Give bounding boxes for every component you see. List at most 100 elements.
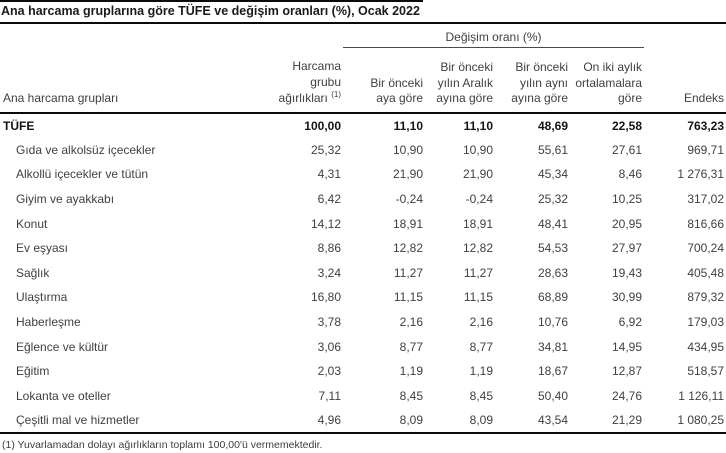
cell-vs-same-month: 43,54	[495, 408, 570, 434]
cell-weights: 7,11	[318, 388, 341, 403]
cell-vs-prev-month: 11,10	[393, 118, 423, 133]
cell-weights: 25,32	[310, 142, 341, 157]
cell-vs-prev-december: 21,90	[462, 167, 493, 182]
row-label: Sağlık	[16, 265, 50, 280]
cell-vs-prev-month: 12,82	[392, 241, 423, 256]
cell-vs-same-month: 10,76	[537, 315, 568, 330]
cell-vs-same-month: 45,34	[537, 167, 568, 182]
cell-index: 1 080,25	[644, 408, 726, 434]
cell-vs-same-month: 34,81	[537, 339, 568, 354]
cell-vs-prev-december: 1,19	[469, 364, 493, 379]
cell-vs-same-month: 48,69	[537, 118, 568, 133]
cell-vs-prev-month: 21,90	[392, 167, 423, 182]
table-row: Eğlence ve kültür 3,06 8,77 8,77 34,81 14,95 4…	[0, 334, 726, 359]
title-bar: Ana harcama gruplarına göre TÜFE ve deği…	[0, 0, 726, 24]
cell-index: 317,02	[687, 192, 725, 207]
cell-vs-prev-month: 11,15	[393, 290, 423, 305]
column-header-vs-same-month: Bir önceki yılın aynı ayına göre	[495, 47, 570, 114]
footnote: (1) Yuvarlamadan dolayı ağırlıkların top…	[2, 438, 323, 451]
cell-weights: 4,31	[317, 167, 341, 182]
cell-index: 969,71	[687, 142, 725, 157]
cell-weights: 8,86	[317, 241, 341, 256]
cell-vs-prev-december: -0,24	[465, 192, 493, 207]
table-row: TÜFE 100,00 11,10 11,10 48,69 22,58 763,23	[0, 113, 726, 138]
cell-twelve-month-avg: 24,76	[612, 388, 643, 403]
row-label: Konut	[16, 216, 48, 231]
table-row: Gıda ve alkolsüz içecekler 25,32 10,90 10,9…	[0, 138, 726, 163]
cell-weights: 6,42	[317, 192, 341, 207]
row-label: Gıda ve alkolsüz içecekler	[16, 142, 156, 157]
cell-vs-prev-month: 18,91	[392, 216, 423, 231]
cell-twelve-month-avg: 8,46	[618, 167, 643, 182]
tufe-table: Değişim oranı (%) Ana harcama grupları H…	[0, 24, 726, 434]
row-label: Alkollü içecekler ve tütün	[16, 167, 149, 182]
column-header-row: Ana harcama grupları Harcama grubu ağırlık…	[0, 47, 726, 114]
cell-weights: 100,00	[304, 118, 341, 133]
weights-footnote-marker: (1)	[331, 90, 341, 100]
cell-vs-prev-december: 10,90	[462, 142, 493, 157]
cell-vs-prev-month: 8,45	[399, 388, 423, 403]
row-label: Çeşitli mal ve hizmetler	[0, 408, 245, 434]
cell-index: 879,32	[687, 290, 725, 305]
cell-vs-prev-month: 2,16	[399, 315, 423, 330]
table-row: Konut 14,12 18,91 18,91 48,41 20,95 816,66	[0, 211, 726, 236]
cell-vs-prev-month: 1,19	[399, 364, 423, 379]
cell-vs-prev-december: 8,09	[425, 408, 495, 434]
cell-vs-prev-month: 10,90	[392, 142, 423, 157]
table-row: Lokanta ve oteller 7,11 8,45 8,45 50,40 24,76…	[0, 384, 726, 409]
cell-vs-prev-december: 11,27	[463, 265, 493, 280]
table-row: Çeşitli mal ve hizmetler 4,96 8,09 8,09 43,5…	[0, 408, 726, 434]
cell-twelve-month-avg: 12,87	[612, 364, 643, 379]
row-label: Lokanta ve oteller	[16, 388, 111, 403]
row-label: Ulaştırma	[16, 290, 68, 305]
cell-vs-prev-month: 8,77	[399, 339, 423, 354]
cell-index: 518,57	[687, 364, 725, 379]
group-header-spacer-right	[644, 24, 726, 47]
cell-vs-prev-december: 8,77	[469, 339, 493, 354]
cell-twelve-month-avg: 6,92	[618, 315, 643, 330]
cell-index: 405,48	[687, 265, 725, 280]
cell-vs-prev-december: 18,91	[462, 216, 493, 231]
page-title: Ana harcama gruplarına göre TÜFE ve deği…	[0, 0, 423, 18]
cell-weights: 4,96	[245, 408, 343, 434]
row-label: Giyim ve ayakkabı	[16, 192, 115, 207]
column-header-twelve-month-avg: On iki aylık ortalamalara göre	[570, 47, 645, 114]
cell-vs-same-month: 48,41	[537, 216, 568, 231]
cell-vs-prev-december: 2,16	[469, 315, 493, 330]
table-row: Ev eşyası 8,86 12,82 12,82 54,53 27,97 700,24	[0, 236, 726, 261]
cell-vs-same-month: 55,61	[537, 142, 568, 157]
cell-twelve-month-avg: 27,97	[612, 241, 643, 256]
cell-vs-prev-month: 11,27	[393, 265, 423, 280]
cell-index: 816,66	[687, 216, 725, 231]
cell-index: 763,23	[687, 118, 725, 133]
row-label: TÜFE	[3, 118, 35, 133]
row-label: Eğlence ve kültür	[16, 339, 109, 354]
cell-weights: 2,03	[317, 364, 341, 379]
cell-twelve-month-avg: 21,29	[570, 408, 645, 434]
cell-vs-prev-month: -0,24	[395, 192, 423, 207]
change-rate-group-header: Değişim oranı (%)	[343, 24, 645, 48]
cell-vs-same-month: 50,40	[537, 388, 568, 403]
cell-vs-same-month: 68,89	[537, 290, 568, 305]
cell-index: 700,24	[687, 241, 725, 256]
group-header-row: Değişim oranı (%)	[0, 24, 726, 48]
cell-vs-prev-december: 11,10	[463, 118, 493, 133]
cell-vs-same-month: 28,63	[537, 265, 568, 280]
cell-twelve-month-avg: 19,43	[612, 265, 643, 280]
cell-twelve-month-avg: 30,99	[612, 290, 643, 305]
cell-vs-prev-december: 12,82	[462, 241, 493, 256]
cell-twelve-month-avg: 10,25	[612, 192, 643, 207]
cell-twelve-month-avg: 14,95	[612, 339, 643, 354]
group-header-spacer-left	[0, 24, 343, 47]
table-row: Eğitim 2,03 1,19 1,19 18,67 12,87 518,57	[0, 359, 726, 384]
column-header-vs-prev-month: Bir önceki aya göre	[343, 47, 425, 114]
cell-weights: 3,06	[317, 339, 341, 354]
cell-vs-same-month: 18,67	[537, 364, 568, 379]
table-row: Haberleşme 3,78 2,16 2,16 10,76 6,92 179,03	[0, 310, 726, 335]
table-body: TÜFE 100,00 11,10 11,10 48,69 22,58 763,23 Gıda…	[0, 113, 726, 434]
table-row: Sağlık 3,24 11,27 11,27 28,63 19,43 405,48	[0, 261, 726, 286]
column-header-index: Endeks	[644, 47, 726, 114]
cell-twelve-month-avg: 22,58	[612, 118, 643, 133]
cell-index: 434,95	[687, 339, 725, 354]
